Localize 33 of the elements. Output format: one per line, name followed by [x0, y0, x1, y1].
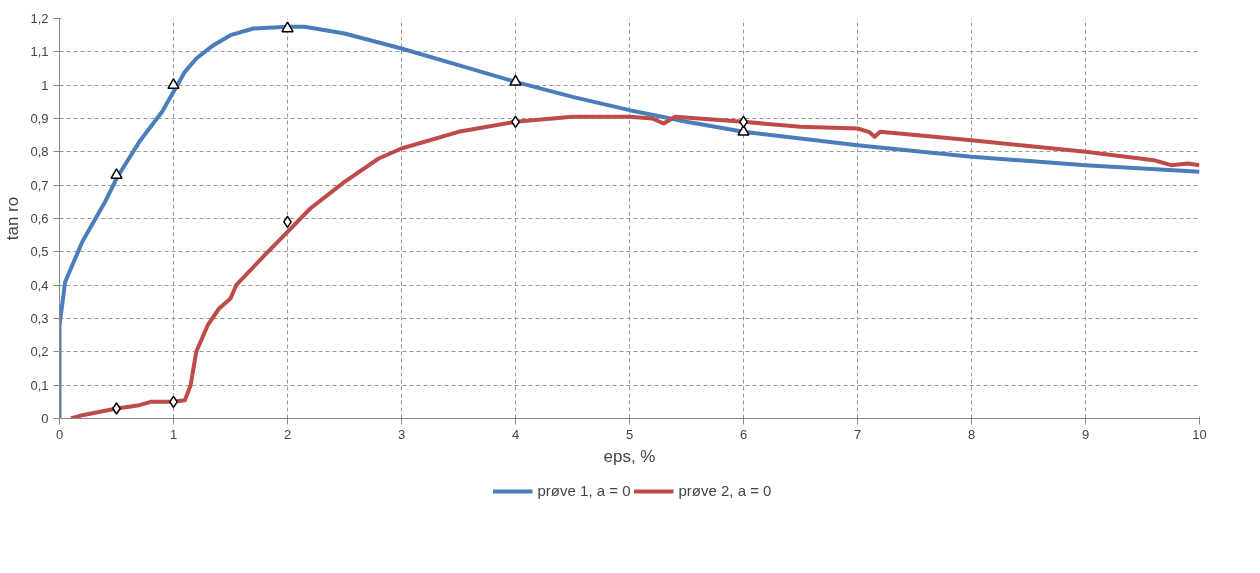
x-tick-label: 5: [625, 426, 634, 442]
y-tick-label: 0,6: [30, 211, 49, 226]
x-tick-label: 6: [739, 426, 748, 442]
point: [281, 21, 294, 33]
legend-label: prøve 2, a = 0: [678, 482, 772, 499]
x-tick-label: 4: [511, 426, 520, 442]
y-tick-label: 0,8: [30, 144, 49, 160]
x-tick-label: 10: [1192, 426, 1207, 442]
line-series: [68, 114, 1200, 419]
x-tick-label: 0: [55, 426, 64, 442]
y-tick-label: 1: [41, 77, 49, 93]
legend-label: prøve 1, a = 0: [537, 482, 631, 499]
y-tick-label: 0: [41, 411, 49, 426]
point: [167, 78, 180, 90]
x-axis-title: eps, %: [603, 446, 656, 466]
y-tick-label: 1,2: [30, 11, 49, 26]
x-tick-label: 7: [853, 426, 862, 442]
y-tick-label: 0,3: [30, 311, 49, 326]
x-tick-label: 1: [169, 426, 178, 442]
y-tick-label: 0,2: [30, 344, 49, 360]
y-tick-label: 0,9: [30, 111, 49, 126]
x-tick-label: 2: [283, 426, 292, 442]
point: [110, 168, 123, 180]
y-tick-label: 0,4: [30, 277, 49, 293]
x-tick-label: 8: [967, 426, 976, 442]
x-tick-label: 9: [1081, 426, 1090, 442]
y-tick-label: 1,1: [30, 44, 49, 60]
y-tick-label: 0,7: [30, 177, 49, 193]
y-axis-title: tan ro: [3, 196, 23, 241]
y-tick-label: 0,1: [30, 377, 49, 393]
point: [509, 74, 522, 86]
x-tick-label: 3: [397, 426, 406, 442]
y-tick-label: 0,5: [30, 244, 49, 260]
